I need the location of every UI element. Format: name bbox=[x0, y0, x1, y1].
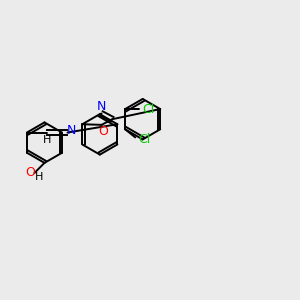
Text: H: H bbox=[34, 172, 43, 182]
Text: O: O bbox=[98, 125, 108, 138]
Text: O: O bbox=[25, 166, 35, 179]
Text: H: H bbox=[43, 135, 51, 145]
Text: N: N bbox=[96, 100, 106, 113]
Text: Cl: Cl bbox=[138, 133, 151, 146]
Text: N: N bbox=[66, 124, 76, 136]
Text: Cl: Cl bbox=[142, 103, 155, 116]
